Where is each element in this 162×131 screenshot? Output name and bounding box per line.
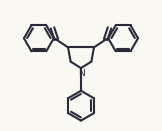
- Text: N: N: [78, 69, 85, 78]
